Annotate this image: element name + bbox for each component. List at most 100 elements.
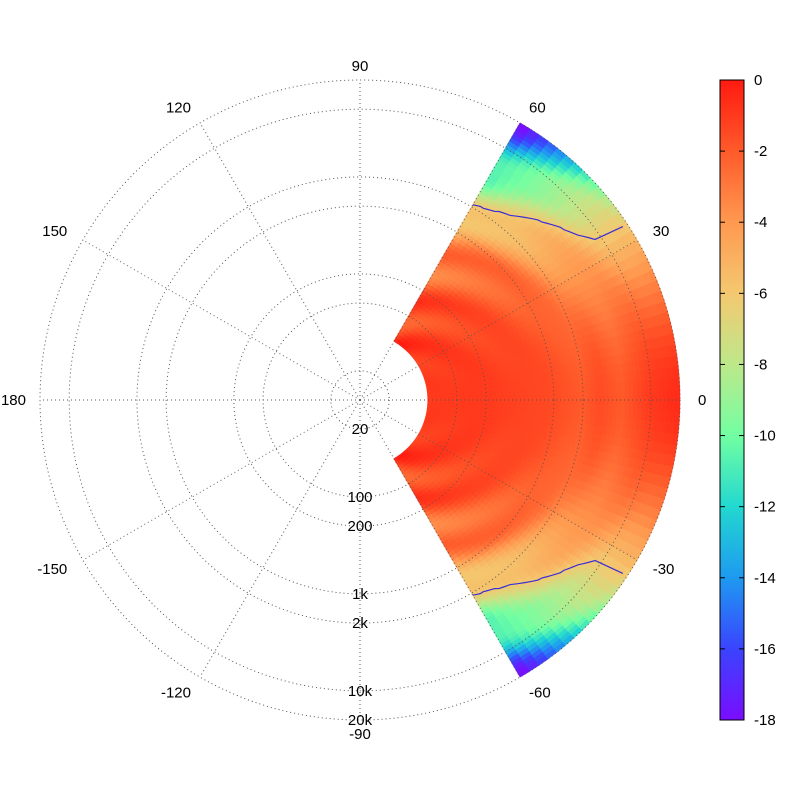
heatmap-cell (586, 383, 592, 393)
heatmap-cell (548, 386, 555, 394)
heatmap-cell (494, 394, 500, 401)
heatmap-cell (629, 390, 635, 401)
heatmap-cell (582, 399, 588, 409)
heatmap-cell (473, 395, 479, 401)
heatmap-cell (524, 393, 529, 401)
radial-tick-label: 2k (352, 615, 368, 632)
heatmap-cell (503, 394, 508, 401)
heatmap-cell (595, 407, 601, 418)
heatmap-cell (540, 406, 546, 414)
heatmap-cell (511, 388, 517, 396)
angle-tick-label: -150 (37, 561, 67, 578)
colorbar-tick-label: -18 (754, 712, 776, 729)
heatmap-cell (448, 402, 454, 407)
heatmap-cell (549, 399, 555, 408)
heatmap-cell (637, 399, 643, 411)
heatmap-cell (582, 407, 588, 417)
heatmap-cell (494, 399, 500, 406)
heatmap-cell (553, 406, 559, 415)
heatmap-cell (498, 404, 504, 411)
heatmap-cell (645, 389, 651, 401)
heatmap-cell (460, 403, 466, 408)
heatmap-cell (658, 389, 664, 401)
heatmap-cell (603, 391, 609, 401)
colorbar-tick-label: -12 (754, 499, 776, 516)
heatmap-cell (536, 405, 542, 413)
heatmap-cell (507, 399, 513, 406)
heatmap-cell (493, 409, 500, 415)
heatmap-cell (465, 399, 471, 405)
heatmap-cell (582, 391, 588, 401)
heatmap-cell (502, 389, 508, 396)
radial-tick-label: 20 (352, 421, 369, 438)
heatmap-cell (570, 392, 576, 401)
heatmap-cell (616, 399, 622, 410)
heatmap-cell (590, 383, 597, 393)
heatmap-cell (616, 390, 622, 401)
heatmap-cell (473, 403, 479, 409)
heatmap-cell (494, 404, 500, 411)
heatmap-cell (561, 406, 567, 415)
heatmap-cell (654, 389, 660, 401)
angle-tick-label: -60 (529, 685, 551, 702)
heatmap-cell (557, 392, 563, 401)
heatmap-cell (435, 402, 441, 406)
heatmap-cell (532, 405, 538, 413)
heatmap-cell (469, 403, 475, 409)
heatmap-cell (565, 384, 571, 394)
heatmap-cell (565, 406, 571, 416)
heatmap-cell (591, 399, 597, 409)
heatmap-cell (498, 394, 504, 401)
heatmap-cell (502, 409, 508, 416)
heatmap-cell (498, 384, 504, 391)
heatmap-cell (503, 399, 508, 406)
heatmap-cell (473, 407, 479, 413)
colorbar: 0 -2 -4 -6 -8 -10 -12 -14 -16 -18 (719, 72, 776, 729)
heatmap-cell (599, 391, 605, 401)
heatmap-cell (465, 403, 471, 408)
heatmap-cell (515, 399, 521, 406)
heatmap-cell (561, 399, 567, 408)
heatmap-cell (465, 395, 471, 401)
heatmap-cell (557, 399, 563, 408)
heatmap-cell (645, 399, 651, 411)
heatmap-cell (545, 399, 550, 407)
heatmap-cell (493, 385, 500, 391)
heatmap-cell (544, 386, 550, 394)
heatmap-cell (477, 395, 483, 401)
radial-tick-label: 20k (348, 712, 373, 729)
heatmap-cell (532, 399, 538, 407)
heatmap-cell (666, 399, 672, 412)
heatmap-cell (477, 391, 483, 397)
heatmap-cell (553, 385, 559, 394)
heatmap-cell (666, 388, 672, 401)
angle-tick-label: 90 (352, 58, 369, 75)
heatmap-cell (469, 391, 475, 397)
heatmap-cell (578, 391, 584, 401)
heatmap-cell (599, 382, 605, 392)
heatmap-cell (566, 399, 572, 408)
heatmap-cell (506, 383, 512, 391)
heatmap-cell (570, 399, 576, 408)
heatmap-cell (519, 388, 525, 395)
heatmap-cell (545, 393, 550, 401)
heatmap-cell (461, 399, 466, 404)
heatmap-cell (485, 390, 492, 396)
heatmap-cell (553, 399, 559, 408)
heatmap-cell (489, 385, 496, 392)
colorbar-tick-label: -8 (754, 356, 767, 373)
heatmap-cell (662, 399, 668, 412)
heatmap-cell (515, 394, 521, 401)
heatmap-cell (490, 394, 496, 401)
colorbar-tick-label: -14 (754, 570, 776, 587)
heatmap-cell (574, 384, 580, 393)
heatmap-cell (603, 408, 609, 418)
heatmap-cell (523, 405, 529, 413)
heatmap-cell (519, 405, 525, 412)
heatmap-cell (456, 392, 462, 397)
heatmap-cell (574, 392, 580, 401)
heatmap-cell (603, 382, 609, 392)
heatmap-cell (633, 389, 639, 401)
heatmap-cell (506, 404, 513, 411)
